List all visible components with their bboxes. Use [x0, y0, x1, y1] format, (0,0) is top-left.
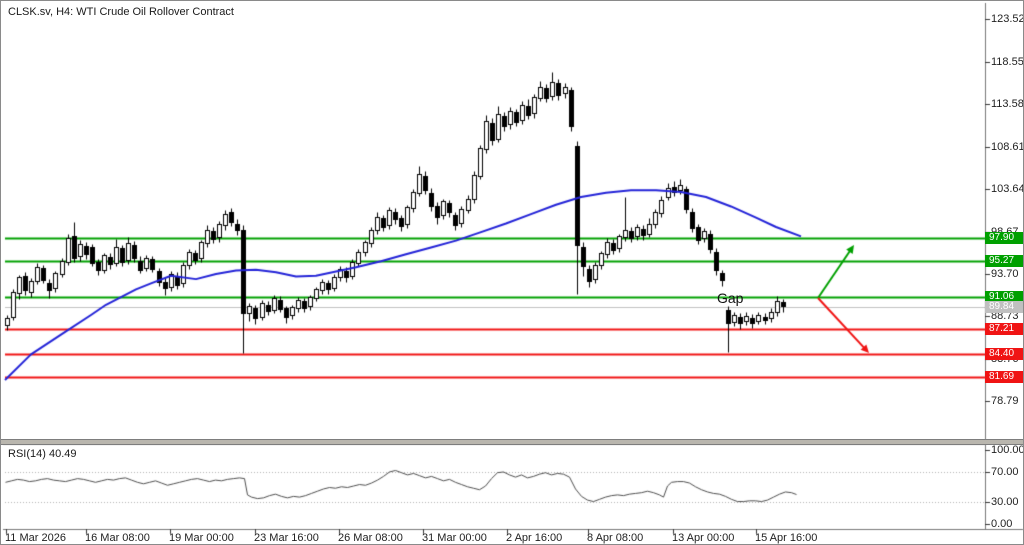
- time-axis-label: 2 Apr 16:00: [506, 532, 563, 544]
- time-axis-label: 26 Mar 08:00: [338, 532, 403, 544]
- price-axis-label: 88.73: [991, 310, 1019, 322]
- time-axis[interactable]: [1, 529, 1023, 544]
- price-axis-label: 93.70: [991, 268, 1019, 280]
- chart-title: CLSK.sv, H4: WTI Crude Oil Rollover Cont…: [8, 6, 234, 18]
- price-level-badge: 95.27: [985, 255, 1023, 267]
- price-axis-label: 108.61: [991, 141, 1024, 153]
- time-axis-label: 31 Mar 00:00: [422, 532, 487, 544]
- price-level-badge: 81.69: [985, 371, 1023, 383]
- rsi-axis-label: 0.00: [991, 518, 1013, 530]
- panel-separator[interactable]: [1, 439, 1023, 445]
- time-axis-label: 19 Mar 00:00: [169, 532, 234, 544]
- price-level-badge: 91.06: [985, 291, 1023, 303]
- rsi-axis-label: 100.00: [991, 444, 1024, 456]
- rsi-indicator-label: RSI(14) 40.49: [8, 448, 77, 460]
- price-axis-label: 118.55: [991, 56, 1024, 68]
- time-axis-label: 16 Mar 08:00: [85, 532, 150, 544]
- price-axis-label: 103.64: [991, 183, 1024, 195]
- time-axis-label: 15 Apr 16:00: [755, 532, 818, 544]
- rsi-axis-label: 30.00: [991, 496, 1019, 508]
- time-axis-label: 8 Apr 08:00: [587, 532, 644, 544]
- gap-annotation: Gap: [717, 290, 744, 306]
- last-price-badge: 89.84: [985, 301, 1023, 313]
- time-axis-label: 11 Mar 2026: [5, 532, 66, 544]
- price-level-badge: 84.40: [985, 348, 1023, 360]
- price-axis-label: 123.52: [991, 13, 1024, 25]
- rsi-axis-label: 70.00: [991, 466, 1019, 478]
- price-axis-label: 78.79: [991, 395, 1019, 407]
- price-level-badge: 87.21: [985, 323, 1023, 335]
- time-axis-label: 13 Apr 00:00: [672, 532, 735, 544]
- price-axis-label: 113.58: [991, 98, 1024, 110]
- price-level-badge: 97.90: [985, 232, 1023, 244]
- time-axis-label: 23 Mar 16:00: [254, 532, 319, 544]
